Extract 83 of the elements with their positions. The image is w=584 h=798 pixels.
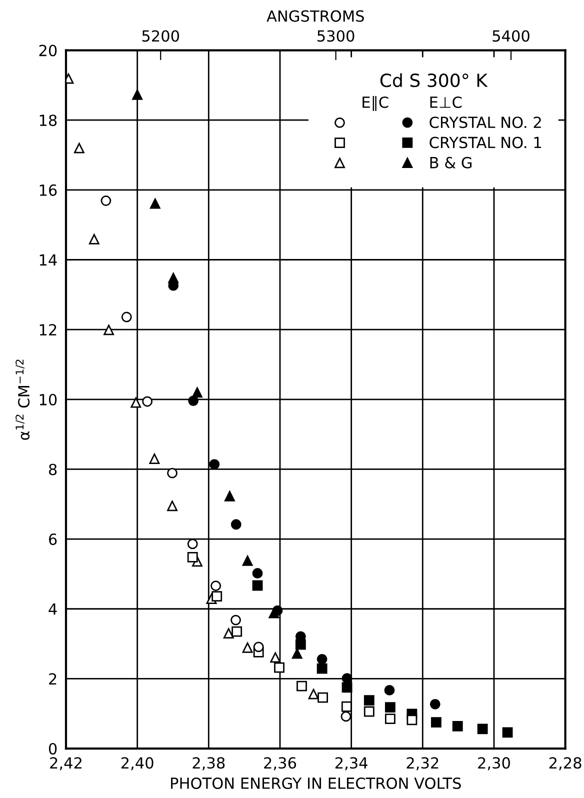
point (224, 490, 235, 502)
point (188, 396, 199, 406)
x2-tick-label: 5300 (318, 30, 354, 42)
point (242, 555, 253, 566)
point (252, 580, 263, 591)
point (230, 519, 242, 530)
point (187, 538, 198, 550)
point (132, 89, 143, 100)
point (406, 714, 418, 726)
point (342, 682, 352, 693)
point (316, 663, 328, 674)
y-tick-label: 20 (39, 44, 57, 56)
point (104, 324, 114, 336)
point (209, 459, 220, 470)
point (230, 614, 241, 626)
x2-tick-label: 5200 (142, 30, 180, 42)
point (100, 196, 112, 206)
point (296, 680, 307, 692)
x2-axis-title: ANGSTROMS (266, 10, 364, 22)
x-tick-label: 2,30 (478, 757, 510, 770)
point (364, 706, 374, 717)
x-tick-label: 2,42 (50, 757, 82, 770)
point (270, 652, 281, 663)
point (308, 688, 319, 700)
x-tick-label: 2,36 (264, 757, 296, 770)
y-tick-label: 10 (40, 394, 57, 406)
point (318, 692, 328, 703)
x-tick-label: 2,40 (121, 757, 154, 770)
point (477, 724, 488, 734)
y-axis-title: α$^{1/2}$ CM$^{−1/2}$ (16, 360, 30, 440)
point (242, 642, 253, 653)
point (341, 701, 352, 712)
x-tick-label: 2,38 (192, 757, 225, 770)
point (364, 695, 374, 706)
y-tick-label: 16 (40, 184, 57, 196)
y-tick-label: 4 (48, 604, 57, 615)
point (340, 711, 352, 722)
point (142, 396, 153, 407)
point (384, 714, 396, 724)
point (430, 717, 442, 728)
point (384, 685, 395, 696)
y-tick-label: 12 (40, 324, 56, 336)
annotation: E⊥C (430, 96, 462, 108)
y-tick-label: 18 (40, 114, 57, 126)
point (88, 234, 100, 244)
legend-label: CRYSTAL NO. 2 (430, 116, 541, 128)
point (452, 720, 463, 732)
y-tick-label: 0 (48, 742, 57, 755)
point (150, 198, 160, 209)
point (212, 591, 222, 602)
legend-title: Cd S 300° K (380, 73, 488, 88)
point (316, 654, 328, 664)
point (167, 500, 178, 512)
y-tick-label: 6 (49, 534, 57, 546)
point (210, 580, 221, 592)
point (342, 673, 352, 684)
point (130, 397, 142, 408)
point (502, 727, 513, 738)
legend-label: B & G (430, 156, 472, 168)
point (430, 698, 440, 710)
point (272, 605, 283, 616)
annotation: E∥C (362, 96, 388, 112)
point (384, 702, 396, 713)
point (187, 552, 198, 562)
legend-label: CRYSTAL NO. 1 (430, 136, 541, 148)
point (74, 142, 84, 154)
point (232, 626, 242, 637)
x2-tick-label: 5400 (492, 30, 530, 42)
point (167, 468, 178, 478)
x-tick-label: 2,34 (335, 757, 368, 770)
point (274, 662, 284, 673)
point (253, 642, 264, 652)
x-tick-label: 2,32 (406, 757, 438, 770)
x-tick-label: 2,28 (549, 757, 582, 770)
point (121, 312, 132, 322)
y-tick-label: 14 (40, 254, 57, 266)
y-tick-label: 2 (49, 673, 56, 685)
x-axis-title: PHOTON ENERGY IN ELECTRON VOLTS (171, 777, 461, 790)
point (252, 568, 263, 578)
point (292, 648, 302, 659)
point (149, 454, 160, 464)
y-tick-label: 8 (48, 464, 57, 476)
point (223, 628, 234, 639)
